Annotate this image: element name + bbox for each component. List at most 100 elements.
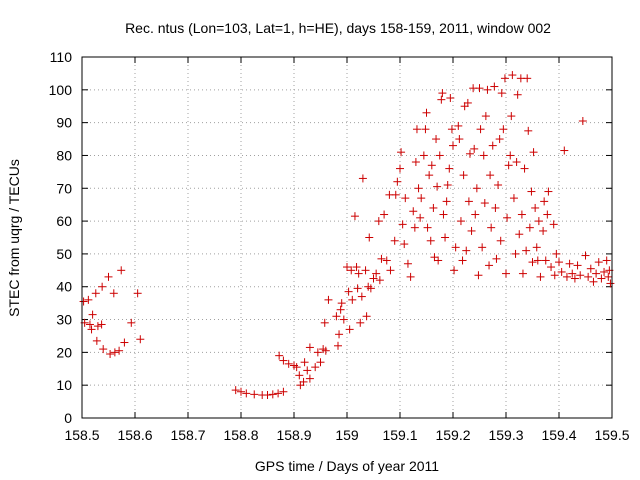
data-point (98, 282, 107, 291)
data-point (386, 266, 395, 275)
data-point (481, 112, 490, 121)
x-tick-label: 159.3 (488, 427, 523, 443)
data-point (602, 256, 611, 265)
data-point (263, 391, 272, 400)
data-point (99, 345, 108, 354)
data-point (333, 341, 342, 350)
data-point (518, 269, 527, 278)
data-point (88, 310, 97, 319)
data-point (419, 151, 428, 160)
data-point (455, 135, 464, 144)
data-point (497, 89, 506, 98)
data-point (437, 95, 446, 104)
data-point (357, 292, 366, 301)
data-point (560, 146, 569, 155)
data-point (496, 236, 505, 245)
data-point (439, 210, 448, 219)
data-point (573, 261, 582, 270)
data-point (458, 256, 467, 265)
data-point (447, 125, 456, 134)
data-point (347, 266, 356, 275)
data-point (336, 305, 345, 314)
x-tick-label: 159.5 (594, 427, 629, 443)
data-point (465, 149, 474, 158)
x-tick-label: 158.9 (276, 427, 311, 443)
data-point (409, 207, 418, 216)
data-point (348, 295, 357, 304)
data-point (508, 71, 517, 80)
data-point (231, 386, 240, 395)
data-point (311, 363, 320, 372)
data-point (562, 272, 571, 281)
data-point (600, 267, 609, 276)
data-point (337, 299, 346, 308)
data-point (479, 151, 488, 160)
data-point (237, 387, 245, 396)
data-point (344, 287, 353, 296)
data-point (495, 135, 504, 144)
data-point (366, 284, 375, 293)
y-tick-label: 90 (56, 115, 72, 131)
data-point (549, 220, 558, 229)
y-tick-label: 0 (64, 410, 72, 426)
data-point (356, 318, 365, 327)
data-point (292, 363, 301, 372)
data-point (377, 254, 386, 263)
y-axis-label: STEC from uqrg / TECUs (6, 159, 22, 317)
grid (82, 57, 612, 418)
data-point (120, 338, 129, 347)
data-point (490, 82, 499, 91)
data-point (274, 389, 283, 398)
data-point (423, 223, 432, 232)
data-point (451, 243, 460, 252)
data-point (380, 210, 389, 219)
y-tick-label: 110 (50, 49, 73, 65)
x-tick-label: 158.8 (223, 427, 258, 443)
data-point (533, 256, 542, 265)
y-tick-label: 60 (56, 213, 72, 229)
data-point (449, 141, 457, 150)
data-point (426, 236, 435, 245)
data-point (491, 203, 500, 212)
data-point (522, 246, 531, 255)
data-point (425, 171, 434, 180)
data-point (503, 213, 512, 222)
data-point (502, 269, 510, 278)
data-point (429, 203, 438, 212)
data-point (604, 272, 613, 281)
data-point (504, 161, 513, 170)
data-point (539, 226, 548, 235)
data-point (97, 320, 106, 329)
y-tick-label: 100 (49, 82, 73, 98)
data-point (353, 284, 362, 293)
data-point (403, 259, 412, 268)
data-point (365, 233, 374, 242)
data-point (486, 171, 495, 180)
data-point (339, 315, 348, 324)
data-point (480, 199, 489, 208)
data-point (568, 269, 577, 278)
data-point (362, 312, 371, 321)
data-point (532, 243, 541, 252)
data-point (438, 89, 447, 98)
data-point (524, 126, 533, 135)
data-point (494, 180, 503, 189)
data-point (316, 358, 325, 367)
data-point (279, 356, 288, 365)
data-point (441, 233, 450, 242)
data-point (391, 190, 400, 199)
data-point (133, 289, 142, 298)
y-tick-label: 10 (56, 377, 72, 393)
data-point (443, 180, 452, 189)
data-point (427, 161, 436, 170)
data-point (396, 164, 404, 173)
data-point (299, 377, 308, 386)
x-tick-label: 158.7 (170, 427, 205, 443)
data-point (136, 335, 145, 344)
data-point (375, 276, 384, 285)
data-point (109, 289, 118, 298)
data-point (79, 297, 88, 306)
data-point (127, 318, 136, 327)
data-point (483, 85, 492, 94)
chart-title: Rec. ntus (Lon=103, Lat=1, h=HE), days 1… (125, 20, 551, 36)
